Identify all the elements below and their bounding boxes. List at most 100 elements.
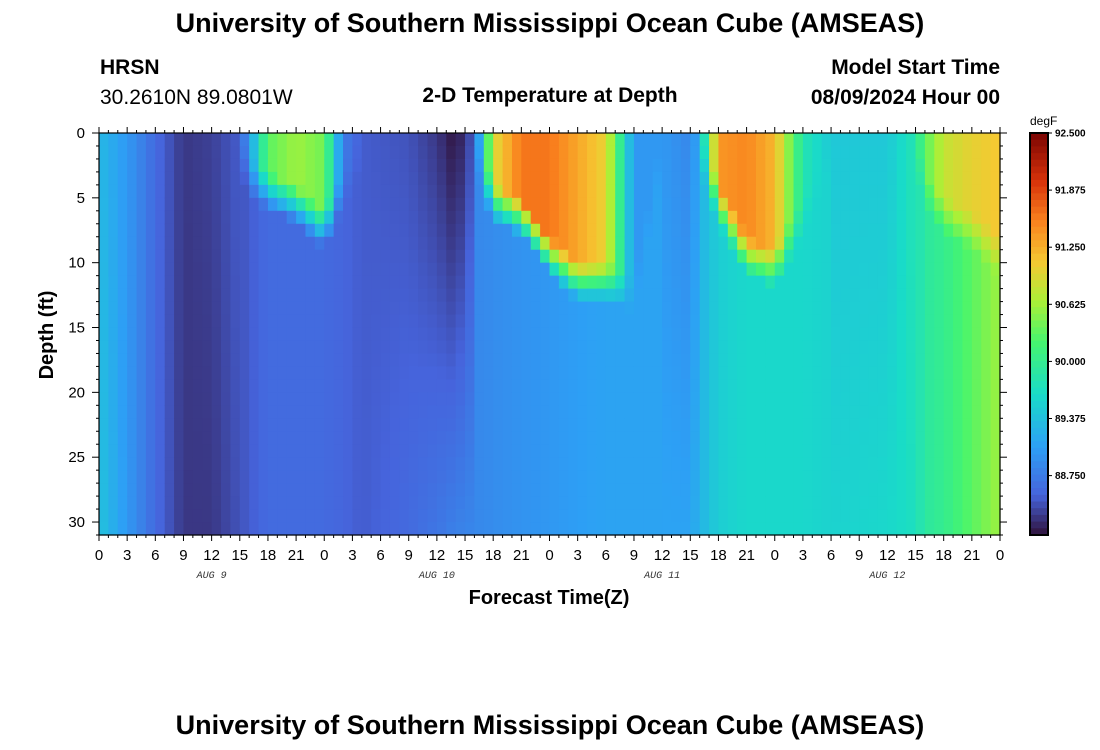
heatmap-cell (192, 470, 203, 484)
heatmap-cell (718, 496, 729, 510)
heatmap-cell (549, 522, 560, 536)
heatmap-cell (192, 379, 203, 393)
heatmap-cell (136, 366, 147, 380)
heatmap-cell (286, 379, 297, 393)
heatmap-cell (117, 431, 128, 445)
heatmap-cell (549, 392, 560, 406)
heatmap-cell (802, 145, 813, 160)
day-label: AUG 9 (196, 571, 227, 582)
heatmap-cell (877, 171, 888, 186)
heatmap-cell (934, 496, 945, 510)
heatmap-cell (746, 223, 757, 238)
heatmap-cell (699, 353, 710, 368)
heatmap-cell (859, 145, 870, 160)
heatmap-cell (990, 288, 1001, 303)
heatmap-cell (249, 483, 260, 497)
heatmap-cell (633, 197, 644, 212)
heatmap-cell (849, 496, 860, 510)
heatmap-cell (202, 184, 213, 199)
heatmap-cell (577, 210, 588, 225)
heatmap-cell (127, 457, 138, 471)
heatmap-cell (577, 249, 588, 264)
heatmap-cell (371, 483, 382, 497)
heatmap-cell (117, 275, 128, 290)
heatmap-cell (831, 301, 842, 316)
heatmap-cell (239, 483, 250, 497)
heatmap-cell (446, 197, 457, 212)
heatmap-cell (249, 249, 260, 264)
heatmap-cell (934, 366, 945, 380)
heatmap-cell (465, 197, 476, 212)
heatmap-cell (709, 184, 720, 199)
heatmap-cell (286, 236, 297, 251)
heatmap-cell (662, 418, 673, 432)
heatmap-cell (540, 379, 551, 393)
colorbar-segment (1030, 153, 1048, 161)
x-tick-label: 12 (879, 547, 896, 564)
heatmap-cell (202, 483, 213, 497)
heatmap-cell (540, 288, 551, 303)
heatmap-cell (971, 418, 982, 432)
heatmap-cell (615, 314, 626, 329)
heatmap-cell (324, 405, 335, 419)
heatmap-cell (436, 340, 447, 355)
heatmap-cell (99, 522, 109, 536)
colorbar-segment (1030, 334, 1048, 342)
heatmap-cell (737, 288, 748, 303)
heatmap-cell (455, 483, 466, 497)
heatmap-cell (774, 327, 785, 342)
heatmap-cell (868, 327, 879, 342)
heatmap-cell (427, 496, 438, 510)
heatmap-cell (971, 133, 982, 147)
heatmap-cell (802, 366, 813, 380)
heatmap-cell (605, 314, 616, 329)
heatmap-cell (633, 210, 644, 225)
heatmap-cell (577, 509, 588, 523)
heatmap-cell (183, 197, 194, 212)
heatmap-cell (211, 470, 222, 484)
heatmap-cell (117, 496, 128, 510)
heatmap-cell (981, 522, 992, 536)
heatmap-cell (427, 509, 438, 523)
heatmap-cell (643, 171, 654, 186)
heatmap-cell (859, 158, 870, 173)
heatmap-cell (981, 405, 992, 419)
heatmap-cell (502, 418, 513, 432)
heatmap-cell (465, 210, 476, 225)
heatmap-cell (709, 327, 720, 342)
heatmap-cell (831, 249, 842, 264)
heatmap-cell (953, 262, 964, 277)
heatmap-cell (380, 133, 391, 147)
heatmap-cell (831, 392, 842, 406)
heatmap-cell (540, 457, 551, 471)
heatmap-cell (183, 353, 194, 368)
heatmap-cell (352, 496, 363, 510)
heatmap-cell (493, 340, 504, 355)
heatmap-cell (868, 366, 879, 380)
heatmap-cell (239, 133, 250, 147)
heatmap-cell (418, 483, 429, 497)
heatmap-cell (474, 470, 485, 484)
heatmap-cell (380, 444, 391, 458)
heatmap-cell (934, 509, 945, 523)
heatmap-cell (812, 431, 823, 445)
heatmap-cell (540, 314, 551, 329)
heatmap-cell (155, 262, 166, 277)
heatmap-cell (877, 314, 888, 329)
heatmap-cell (221, 353, 231, 368)
heatmap-cell (793, 197, 804, 212)
heatmap-cell (286, 314, 297, 329)
heatmap-cell (802, 353, 813, 368)
heatmap-cell (690, 327, 701, 342)
heatmap-cell (981, 431, 992, 445)
heatmap-cell (549, 262, 560, 277)
heatmap-cell (511, 353, 522, 368)
heatmap-cell (680, 496, 691, 510)
heatmap-cell (511, 509, 522, 523)
heatmap-cell (718, 210, 729, 225)
heatmap-cell (127, 133, 138, 147)
heatmap-cell (202, 405, 213, 419)
heatmap-cell (117, 145, 128, 160)
heatmap-cell (493, 509, 504, 523)
heatmap-cell (202, 314, 213, 329)
